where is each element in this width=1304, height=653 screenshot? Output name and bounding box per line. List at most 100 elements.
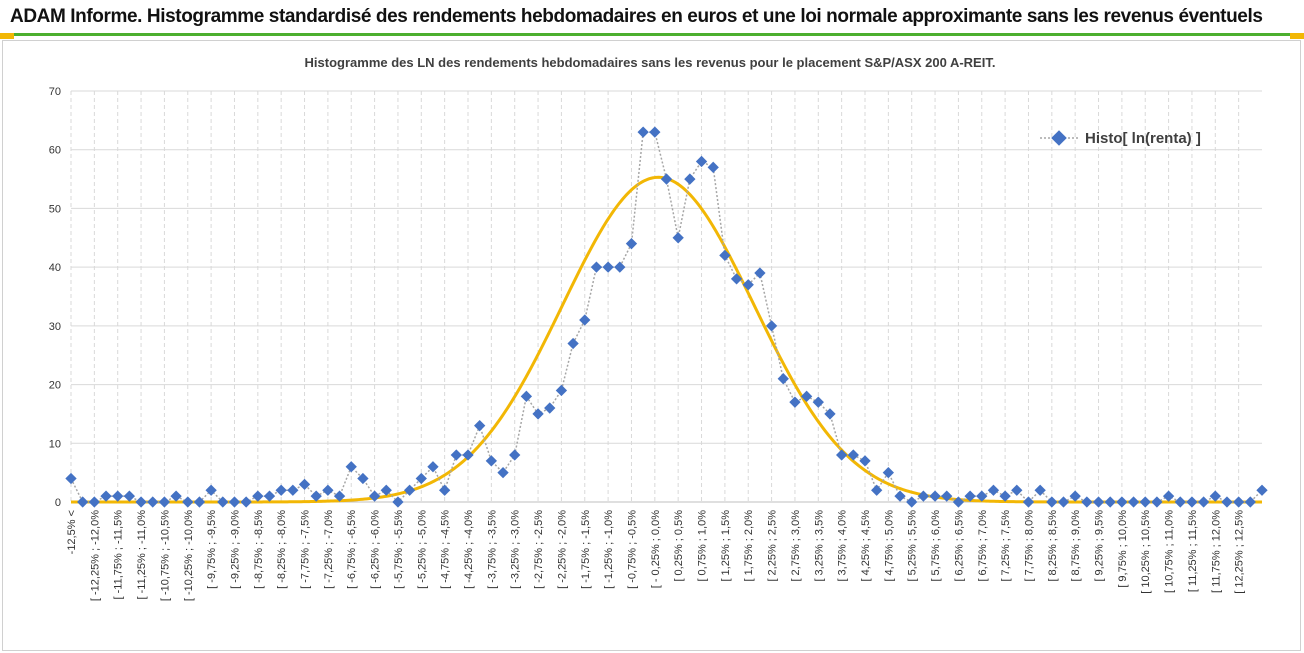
x-tick-label: [ -3,25% ; -3,0% xyxy=(510,510,522,589)
histo-point xyxy=(544,402,556,414)
histo-point xyxy=(1046,496,1058,508)
histo-point xyxy=(719,249,731,262)
histo-point xyxy=(509,449,521,461)
x-tick-label: [ 0,25% ; 0,5% xyxy=(673,510,685,582)
histo-point xyxy=(112,490,124,502)
histo-point xyxy=(789,396,801,408)
histo-point xyxy=(474,420,486,432)
chart-legend: Histo[ ln(renta) ] xyxy=(1040,130,1201,147)
histo-point xyxy=(602,261,614,273)
histo-point xyxy=(894,490,906,502)
histo-point xyxy=(1221,496,1233,508)
histo-point xyxy=(520,390,533,402)
x-tick-label: [ -5,25% ; -5,0% xyxy=(416,510,428,589)
x-tick-label: [ 8,25% ; 8,5% xyxy=(1047,510,1059,582)
x-tick-label: [ -12,25% ; -12,0% xyxy=(89,510,101,601)
histo-point xyxy=(765,320,778,332)
header-bar: ADAM Informe. Histogramme standardisé de… xyxy=(0,0,1304,39)
histo-point xyxy=(672,232,684,244)
histo-point xyxy=(941,490,953,502)
histo-point xyxy=(976,490,988,502)
histo-point xyxy=(1209,490,1221,502)
histo-point xyxy=(555,384,568,397)
x-tick-label: [ -8,75% ; -8,5% xyxy=(253,510,265,589)
x-tick-label: [ 9,25% ; 9,5% xyxy=(1094,510,1106,582)
x-tick-label: [ 9,75% ; 10,0% xyxy=(1117,510,1129,588)
x-tick-label: [ 10,25% ; 10,5% xyxy=(1140,510,1152,594)
y-tick-label: 0 xyxy=(55,497,61,509)
histo-point xyxy=(310,490,322,502)
histo-point xyxy=(649,126,661,138)
histo-point xyxy=(275,484,287,496)
x-tick-label: -12,5% < xyxy=(66,510,78,554)
x-tick-label: [ -9,75% ; -9,5% xyxy=(206,510,218,589)
histo-point xyxy=(158,496,171,508)
histo-point xyxy=(427,461,439,473)
histo-point xyxy=(1022,496,1035,508)
x-tick-label: [ 0,75% ; 1,0% xyxy=(697,510,709,582)
histo-point xyxy=(1092,496,1105,508)
legend-marker xyxy=(1051,130,1067,146)
histo-point xyxy=(485,455,498,467)
histo-point xyxy=(368,490,381,502)
chart-frame xyxy=(2,40,1301,651)
histo-point xyxy=(100,490,112,502)
page-title: ADAM Informe. Histogramme standardisé de… xyxy=(10,6,1263,27)
histo-point xyxy=(1104,496,1116,508)
histo-point xyxy=(590,261,603,273)
x-tick-label: [ -2,75% ; -2,5% xyxy=(533,510,545,589)
histo-point xyxy=(800,390,813,402)
histo-point xyxy=(1162,490,1175,502)
histo-point xyxy=(929,490,941,502)
histo-point xyxy=(660,173,673,185)
x-tick-label: [ 7,25% ; 7,5% xyxy=(1000,510,1012,582)
x-tick-label: [ 12,25% ; 12,5% xyxy=(1234,510,1246,594)
histo-point xyxy=(135,496,147,508)
histo-point xyxy=(579,314,591,326)
histo-point xyxy=(88,496,101,508)
histo-point xyxy=(695,155,708,168)
histo-point xyxy=(357,472,369,485)
y-tick-label: 30 xyxy=(49,321,61,333)
histo-point xyxy=(614,261,626,273)
y-tick-label: 20 xyxy=(49,380,61,392)
histo-point xyxy=(835,449,848,461)
histo-point xyxy=(415,472,427,485)
histo-point xyxy=(403,484,416,496)
y-tick-label: 40 xyxy=(49,262,61,274)
gridlines xyxy=(70,90,1262,503)
histo-point xyxy=(205,484,217,496)
histo-point xyxy=(1139,496,1151,508)
x-tick-label: [ -11,25% ; -11,0% xyxy=(136,510,148,600)
histo-point xyxy=(193,496,206,508)
x-tick-label: [ -2,25% ; -2,0% xyxy=(556,510,568,589)
histo-point xyxy=(906,496,918,508)
x-tick-label: [ -1,25% ; -1,0% xyxy=(603,510,615,589)
histo-point xyxy=(987,484,1000,496)
x-tick-label: [ 4,25% ; 4,5% xyxy=(860,510,872,582)
x-tick-label: [ -4,75% ; -4,5% xyxy=(440,510,452,589)
histo-point xyxy=(964,490,976,502)
x-tick-label: [ 3,75% ; 4,0% xyxy=(837,510,849,582)
histo-point xyxy=(1244,496,1256,508)
x-tick-label: [ - 0,25% ; 0,0% xyxy=(650,510,662,588)
x-tick-label: [ 4,75% ; 5,0% xyxy=(883,510,895,582)
chart-title: Histogramme des LN des rendements hebdom… xyxy=(305,55,996,70)
legend-label-histo: Histo[ ln(renta) ] xyxy=(1085,130,1201,147)
header-accent-right xyxy=(1290,33,1304,39)
histo-point xyxy=(1011,484,1023,496)
x-tick-label: [ 8,75% ; 9,0% xyxy=(1070,510,1082,582)
histo-point xyxy=(252,490,264,502)
histo-point xyxy=(1186,496,1198,508)
x-tick-label: [ -7,75% ; -7,5% xyxy=(300,510,312,589)
histo-point xyxy=(999,490,1011,502)
histo-dotted-line xyxy=(70,131,1263,504)
histo-point xyxy=(65,472,77,485)
histo-point xyxy=(217,496,229,508)
histo-points xyxy=(65,126,1268,508)
x-tick-label: [ 3,25% ; 3,5% xyxy=(813,510,825,582)
x-tick-label: [ 6,75% ; 7,0% xyxy=(977,510,989,582)
x-tick-label: [ 5,75% ; 6,0% xyxy=(930,510,942,582)
header-accent-left xyxy=(0,33,14,39)
